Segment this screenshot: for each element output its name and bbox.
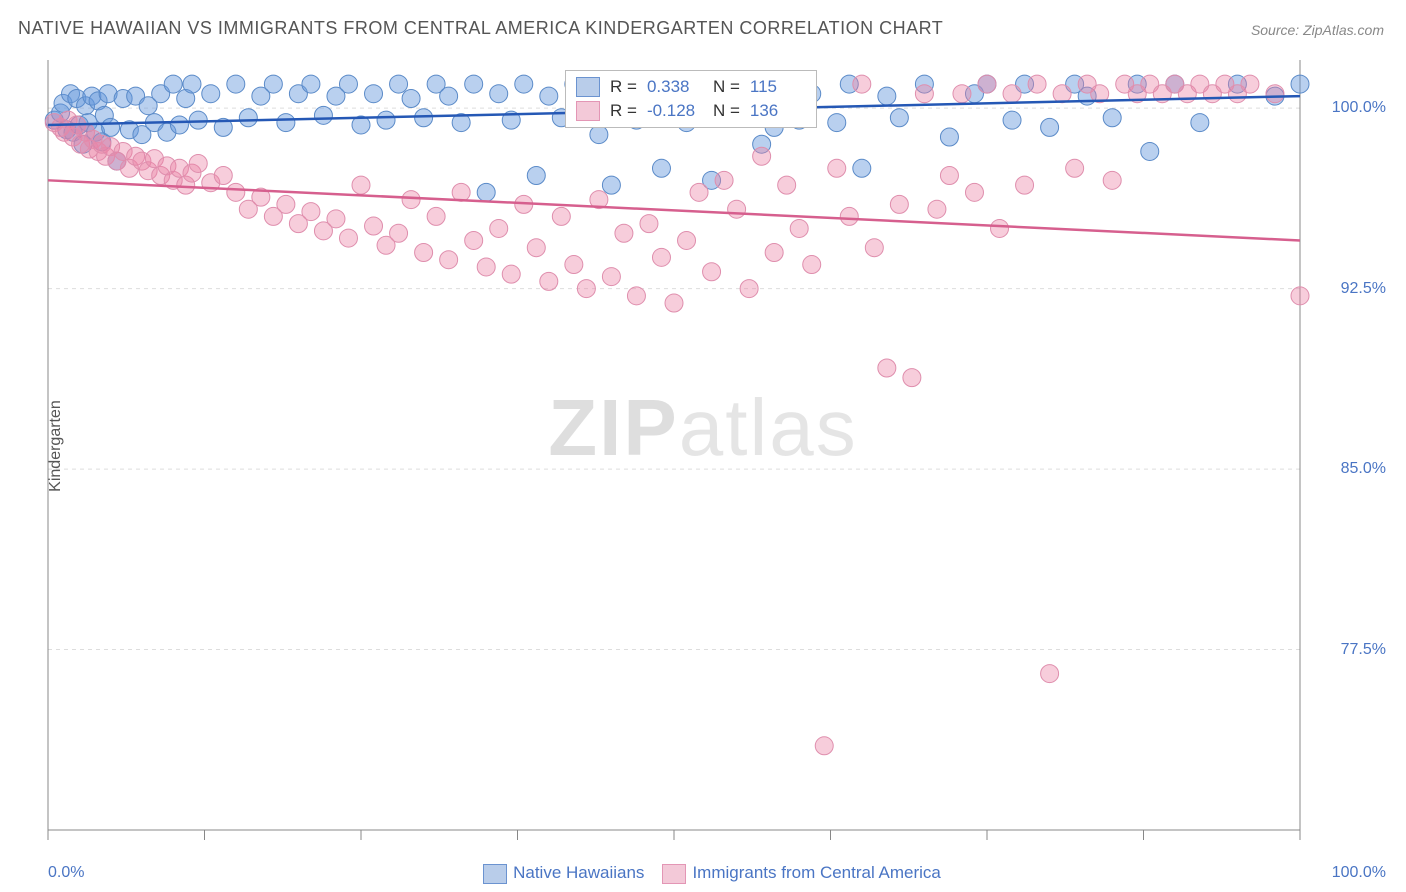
series-legend: Native Hawaiians Immigrants from Central …	[0, 863, 1406, 884]
legend-swatch	[483, 864, 507, 884]
legend-swatch	[576, 101, 600, 121]
legend-swatch	[576, 77, 600, 97]
y-axis-label: Kindergarten	[47, 400, 65, 492]
source-attribution: Source: ZipAtlas.com	[1251, 22, 1384, 38]
y-tick: 100.0%	[1332, 99, 1386, 117]
correlation-legend: R =0.338N =115R =-0.128N =136	[565, 70, 817, 128]
chart-title: NATIVE HAWAIIAN VS IMMIGRANTS FROM CENTR…	[18, 18, 943, 39]
legend-swatch	[662, 864, 686, 884]
legend-label: Immigrants from Central America	[692, 863, 940, 882]
y-tick: 85.0%	[1341, 460, 1386, 478]
y-tick: 77.5%	[1341, 641, 1386, 659]
legend-label: Native Hawaiians	[513, 863, 644, 882]
y-tick: 92.5%	[1341, 280, 1386, 298]
chart-container: NATIVE HAWAIIAN VS IMMIGRANTS FROM CENTR…	[0, 0, 1406, 892]
scatter-plot	[0, 0, 1406, 892]
